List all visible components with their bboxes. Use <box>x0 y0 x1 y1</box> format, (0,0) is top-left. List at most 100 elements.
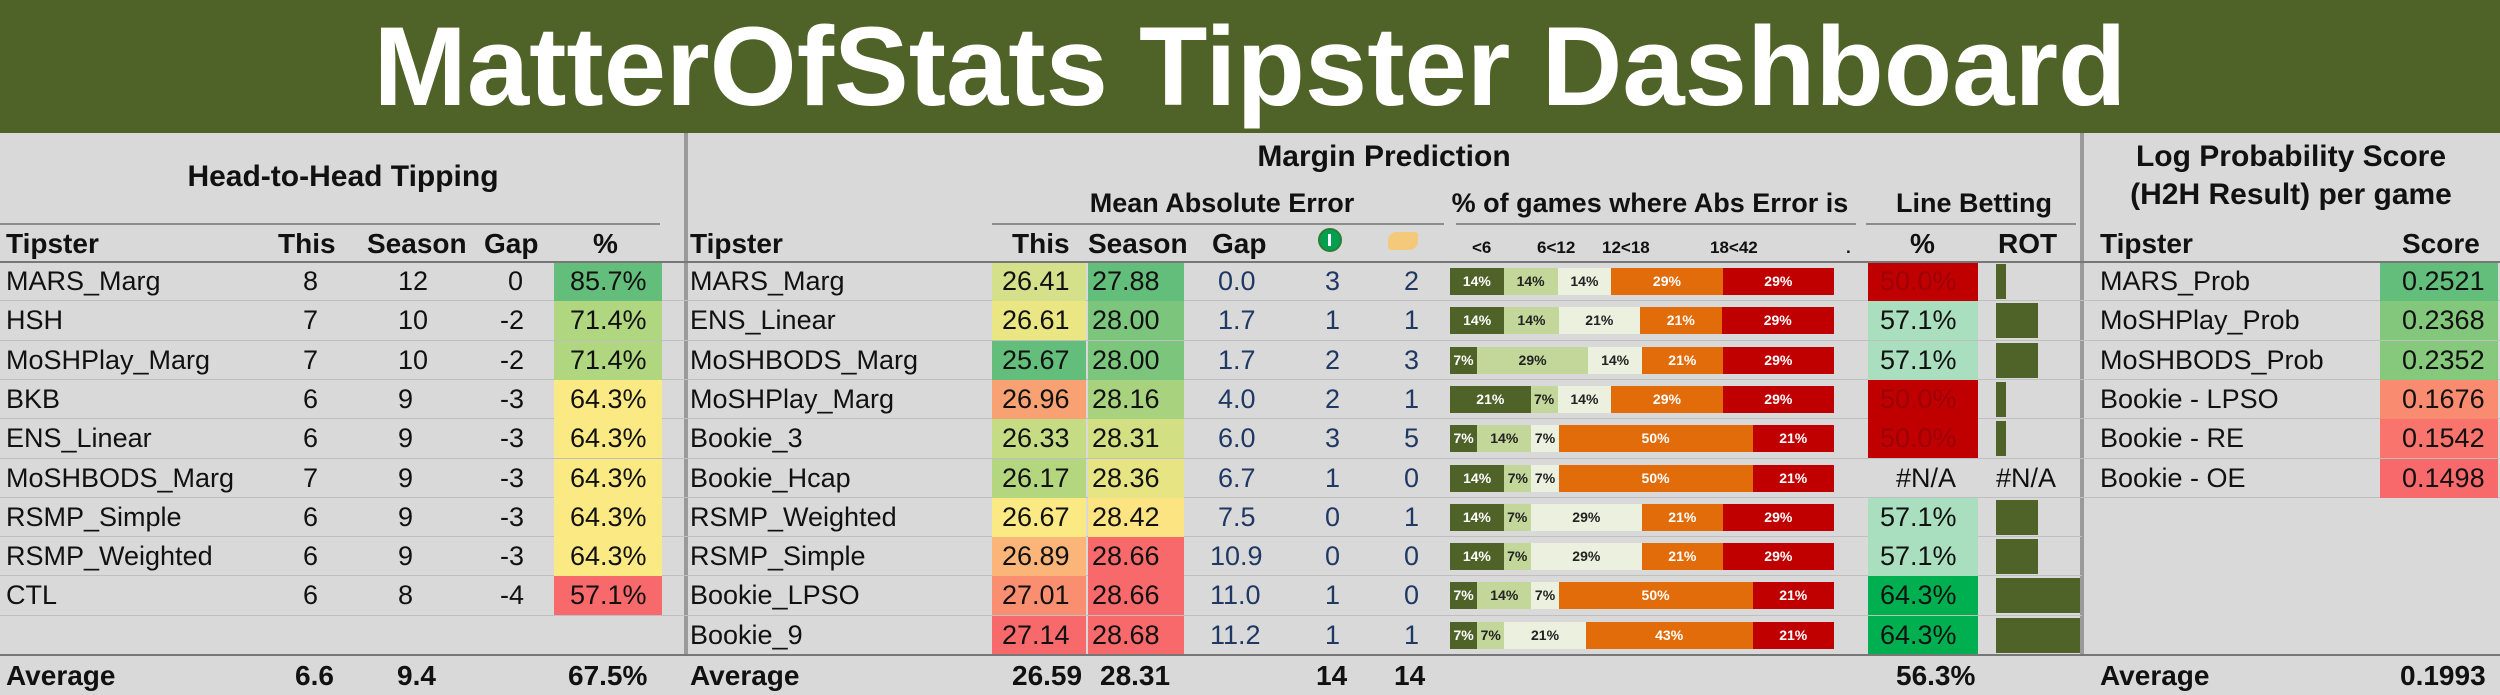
h2h-pct-heat <box>554 262 662 301</box>
margin-row-line <box>686 339 2082 341</box>
mae-season-heat <box>1088 301 1184 341</box>
mae-count-1: 0 <box>1325 541 1341 572</box>
h2h-season: 12 <box>398 266 429 296</box>
h2h-this: 6 <box>303 541 319 572</box>
dist-segment: 29% <box>1722 503 1834 531</box>
dist-segment: 14% <box>1477 425 1532 453</box>
mae-gap: 1.7 <box>1218 305 1256 336</box>
h2h-col-tipster: Tipster <box>6 228 99 259</box>
logprob-score: 0.1498 <box>2402 462 2485 493</box>
logprob-tipster: MARS_Prob <box>2100 266 2251 296</box>
dist-segment: 21% <box>1752 621 1834 649</box>
mae-season: 28.66 <box>1092 580 1160 611</box>
mae-count-1: 2 <box>1325 383 1341 414</box>
h2h-col-gap: Gap <box>484 228 539 259</box>
h2h-pct: 71.4% <box>570 305 647 336</box>
h2h-this: 6 <box>303 423 319 454</box>
h2h-gap: -3 <box>500 541 525 572</box>
h2h-heading: Head-to-Head Tipping <box>187 160 499 193</box>
dist-segment: 21% <box>1642 346 1723 374</box>
dist-segment: 29% <box>1722 385 1834 413</box>
dist-segment: 7% <box>1450 346 1477 374</box>
line-betting-heading: Line Betting <box>1896 188 2052 218</box>
line-col-pct: % <box>1910 228 1935 259</box>
line-betting-pct: 64.3% <box>1880 580 1957 611</box>
h2h-tipster: CTL <box>6 580 58 611</box>
mae-season-heat <box>1088 576 1184 616</box>
h2h-pct-heat <box>554 379 662 419</box>
logprob-score-heat <box>2380 301 2498 341</box>
pointing-hand-icon <box>1388 232 1418 250</box>
h2h-this: 6 <box>303 501 319 532</box>
h2h-row-line <box>0 378 686 380</box>
h2h-average-this: 6.6 <box>295 660 334 691</box>
h2h-season: 9 <box>398 462 414 493</box>
rot-bar <box>1996 578 2080 614</box>
margin-tipster: Bookie_9 <box>690 619 803 650</box>
h2h-row-line <box>0 418 686 420</box>
rot-bar <box>1996 539 2038 575</box>
h2h-pct: 64.3% <box>570 383 647 414</box>
dist-segment: 21% <box>1642 543 1723 571</box>
mae-gap: 11.2 <box>1210 619 1261 650</box>
mae-count-1: 3 <box>1325 423 1341 454</box>
margin-col-tipster: Tipster <box>690 228 783 259</box>
mae-season: 28.68 <box>1092 619 1160 650</box>
dist-segment: 14% <box>1588 346 1642 374</box>
rot-bar <box>1996 303 2038 339</box>
logprob-tipster: MoSHBODS_Prob <box>2100 344 2324 375</box>
h2h-this: 8 <box>303 266 319 296</box>
h2h-season: 9 <box>398 423 414 454</box>
mae-this-heat <box>992 458 1086 498</box>
h2h-divider <box>0 223 660 225</box>
h2h-row-line <box>0 536 686 538</box>
h2h-pct: 64.3% <box>570 423 647 454</box>
dist-segment: 7% <box>1503 503 1531 531</box>
rot-bar <box>1996 342 2038 378</box>
margin-tipster: MARS_Marg <box>690 266 845 296</box>
dist-segment: 14% <box>1557 385 1612 413</box>
margin-col-this: This <box>1012 228 1070 259</box>
line-col-rot: ROT <box>1998 228 2058 259</box>
dist-segment: 7% <box>1477 621 1505 649</box>
mae-gap: 6.7 <box>1218 462 1256 493</box>
mae-count-1: 1 <box>1325 462 1341 493</box>
h2h-season: 9 <box>398 501 414 532</box>
mae-season: 28.16 <box>1092 383 1160 414</box>
mae-this: 26.89 <box>1002 541 1070 572</box>
mae-this-heat <box>992 379 1086 419</box>
h2h-tipster: MoSHBODS_Marg <box>6 462 235 493</box>
h2h-row-line <box>0 339 686 341</box>
dist-heading: % of games where Abs Error is <box>1451 188 1849 218</box>
dist-col-12-18: 12<18 <box>1602 238 1650 257</box>
logprob-score: 0.2521 <box>2402 266 2485 296</box>
mae-heading: Mean Absolute Error <box>1089 188 1355 218</box>
h2h-pct: 64.3% <box>570 501 647 532</box>
mae-gap: 11.0 <box>1210 580 1261 611</box>
mae-count-2: 2 <box>1404 266 1420 296</box>
h2h-pct: 57.1% <box>570 580 647 611</box>
logprob-tipster: MoSHPlay_Prob <box>2100 305 2300 336</box>
dist-col-dot: . <box>1846 238 1851 257</box>
h2h-pct-heat <box>554 419 662 459</box>
margin-row-line <box>686 496 2082 498</box>
logprob-row-line <box>2082 418 2500 420</box>
logprob-tipster: Bookie - OE <box>2100 462 2246 493</box>
dist-segment: 29% <box>1722 543 1834 571</box>
h2h-season: 9 <box>398 383 414 414</box>
logprob-row-line <box>2082 457 2500 459</box>
mae-count-2: 0 <box>1404 580 1420 611</box>
dist-segment: 21% <box>1752 464 1834 492</box>
dist-segment: 14% <box>1557 268 1612 295</box>
line-betting-heat <box>1868 497 1978 537</box>
h2h-this: 7 <box>303 305 319 336</box>
dist-segment: 14% <box>1450 307 1505 335</box>
margin-col-gap: Gap <box>1212 228 1267 259</box>
mae-this: 26.17 <box>1002 462 1070 493</box>
margin-row-line <box>686 536 2082 538</box>
title-band <box>0 0 2500 133</box>
mae-gap: 7.5 <box>1218 501 1256 532</box>
h2h-row-line <box>0 575 686 577</box>
h2h-col-season: Season <box>367 228 467 259</box>
dist-segment: 21% <box>1642 503 1723 531</box>
